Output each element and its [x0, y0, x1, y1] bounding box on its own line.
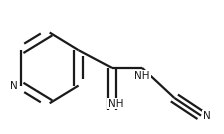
Text: N: N [203, 111, 211, 121]
Text: N: N [10, 81, 17, 91]
Text: NH: NH [108, 98, 123, 109]
Text: NH: NH [134, 70, 150, 81]
